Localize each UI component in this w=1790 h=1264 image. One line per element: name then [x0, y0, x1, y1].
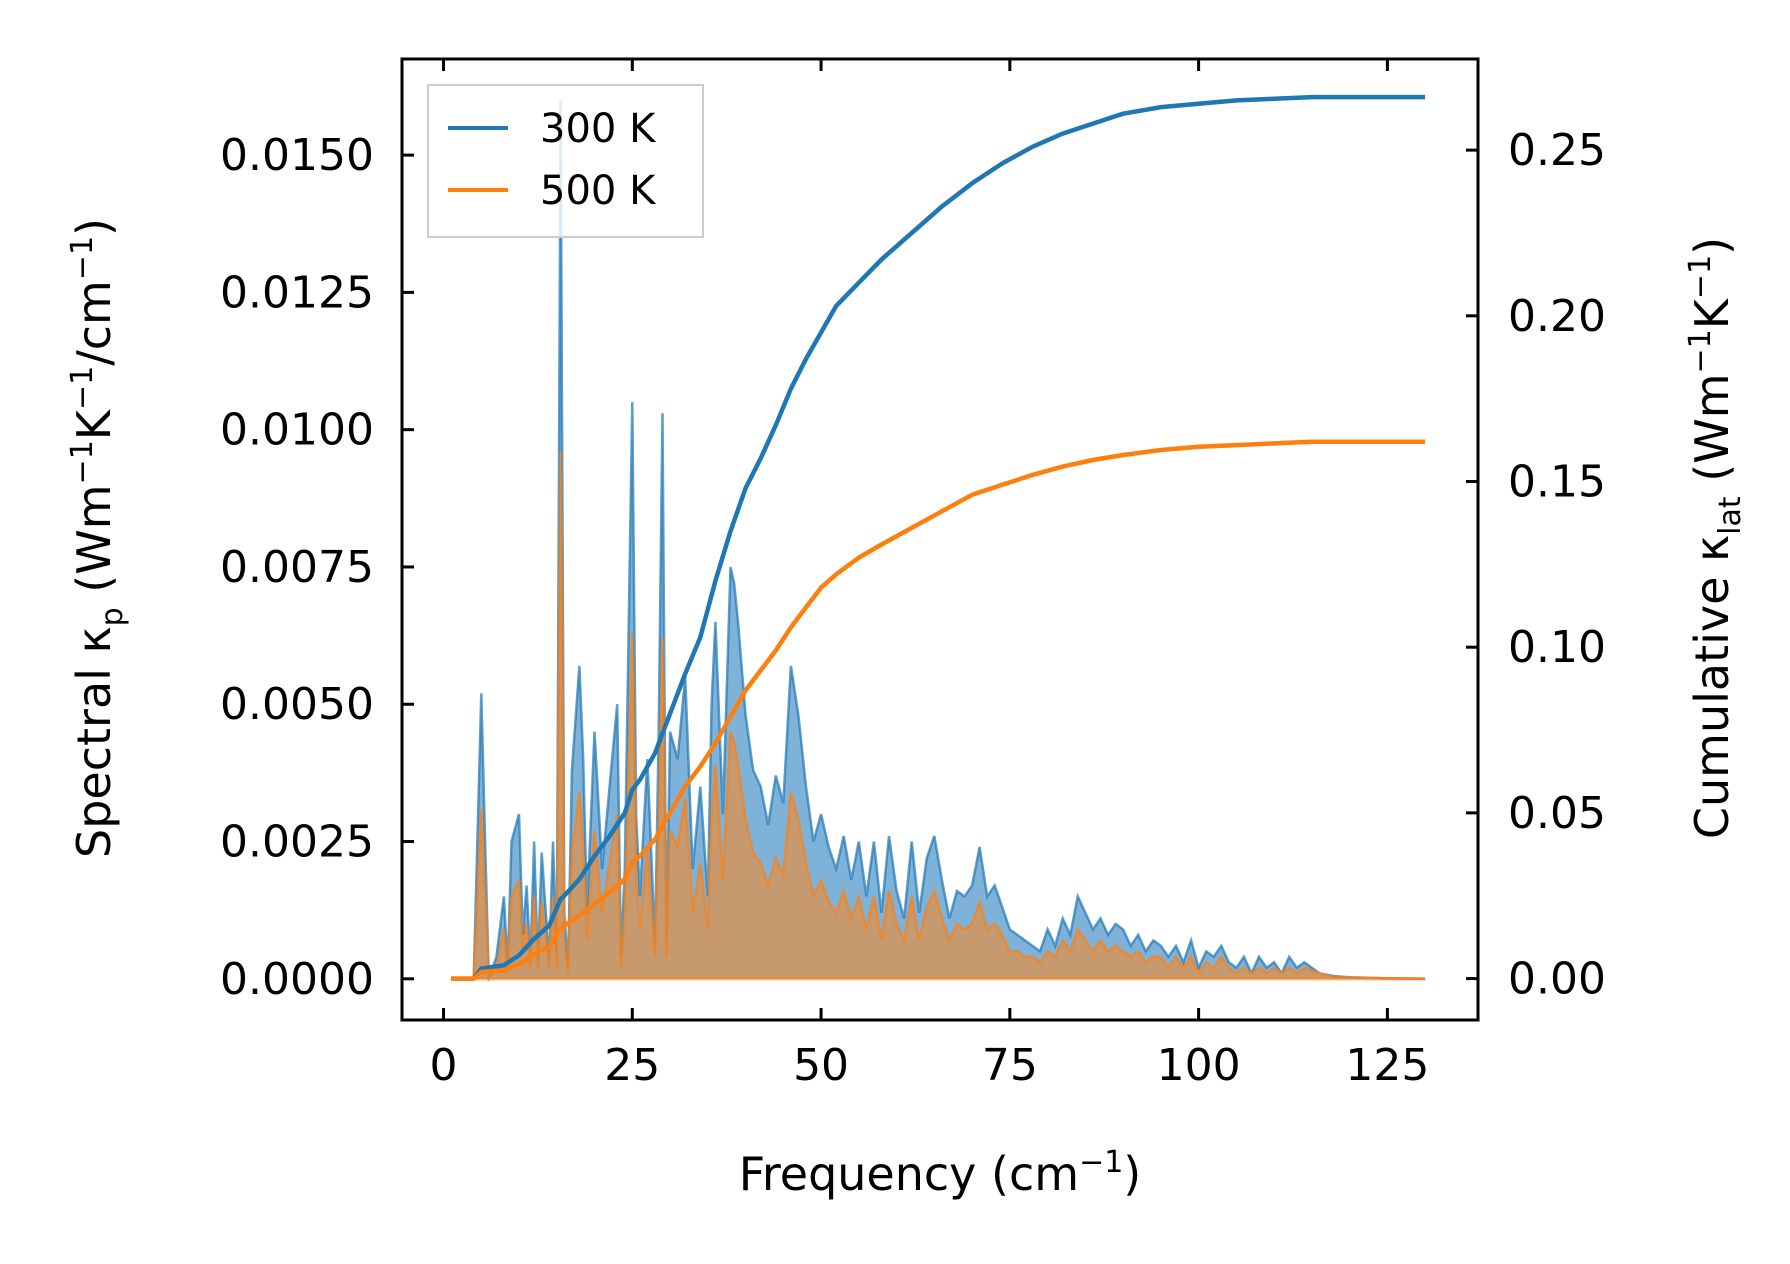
right-y-tick-label: 0.00	[1508, 954, 1606, 1005]
right-y-tick-label: 0.05	[1508, 788, 1606, 839]
x-tick-label: 50	[793, 1040, 849, 1091]
left-y-tick-label: 0.0100	[220, 405, 374, 456]
left-y-tick-label: 0.0050	[220, 679, 374, 730]
x-axis-title: Frequency (cm−1)	[739, 1145, 1142, 1201]
right-y-tick-label: 0.10	[1508, 622, 1606, 673]
right-y-tick-label: 0.25	[1508, 125, 1606, 176]
spectral-300k-line	[451, 100, 1426, 981]
legend: 300 K 500 K	[427, 84, 704, 238]
axis-ticks: 0 25 50 75 100 125 0.0000 0.0025 0.0050 0.0075 0.0…	[220, 59, 1606, 1091]
right-y-tick-label: 0.20	[1508, 291, 1606, 342]
cumulative-500k-line	[451, 439, 1426, 981]
left-y-axis-title: Spectral κp (Wm−1K−1/cm−1)	[65, 218, 130, 858]
spectral-fills	[451, 100, 1426, 983]
legend-box	[427, 84, 704, 238]
legend-label-500k: 500 K	[540, 168, 657, 214]
x-tick-label: 75	[982, 1040, 1038, 1091]
x-tick-label: 100	[1157, 1040, 1241, 1091]
left-y-tick-label: 0.0075	[220, 542, 374, 593]
plot-frame	[400, 57, 1480, 1022]
spectral-500k-line	[451, 451, 1426, 983]
series-lines	[451, 94, 1426, 981]
left-y-tick-label: 0.0025	[220, 817, 374, 868]
x-tick-label: 25	[604, 1040, 660, 1091]
cumulative-300k-line	[451, 94, 1426, 981]
legend-label-300k: 300 K	[540, 106, 657, 152]
x-tick-label: 0	[430, 1040, 458, 1091]
right-y-axis-title: Cumulative κlat (Wm−1K−1)	[1683, 237, 1748, 839]
left-y-tick-label: 0.0000	[220, 954, 374, 1005]
right-y-tick-label: 0.15	[1508, 457, 1606, 508]
x-tick-label: 125	[1345, 1040, 1429, 1091]
left-y-tick-label: 0.0150	[220, 130, 374, 181]
left-y-tick-label: 0.0125	[220, 267, 374, 318]
